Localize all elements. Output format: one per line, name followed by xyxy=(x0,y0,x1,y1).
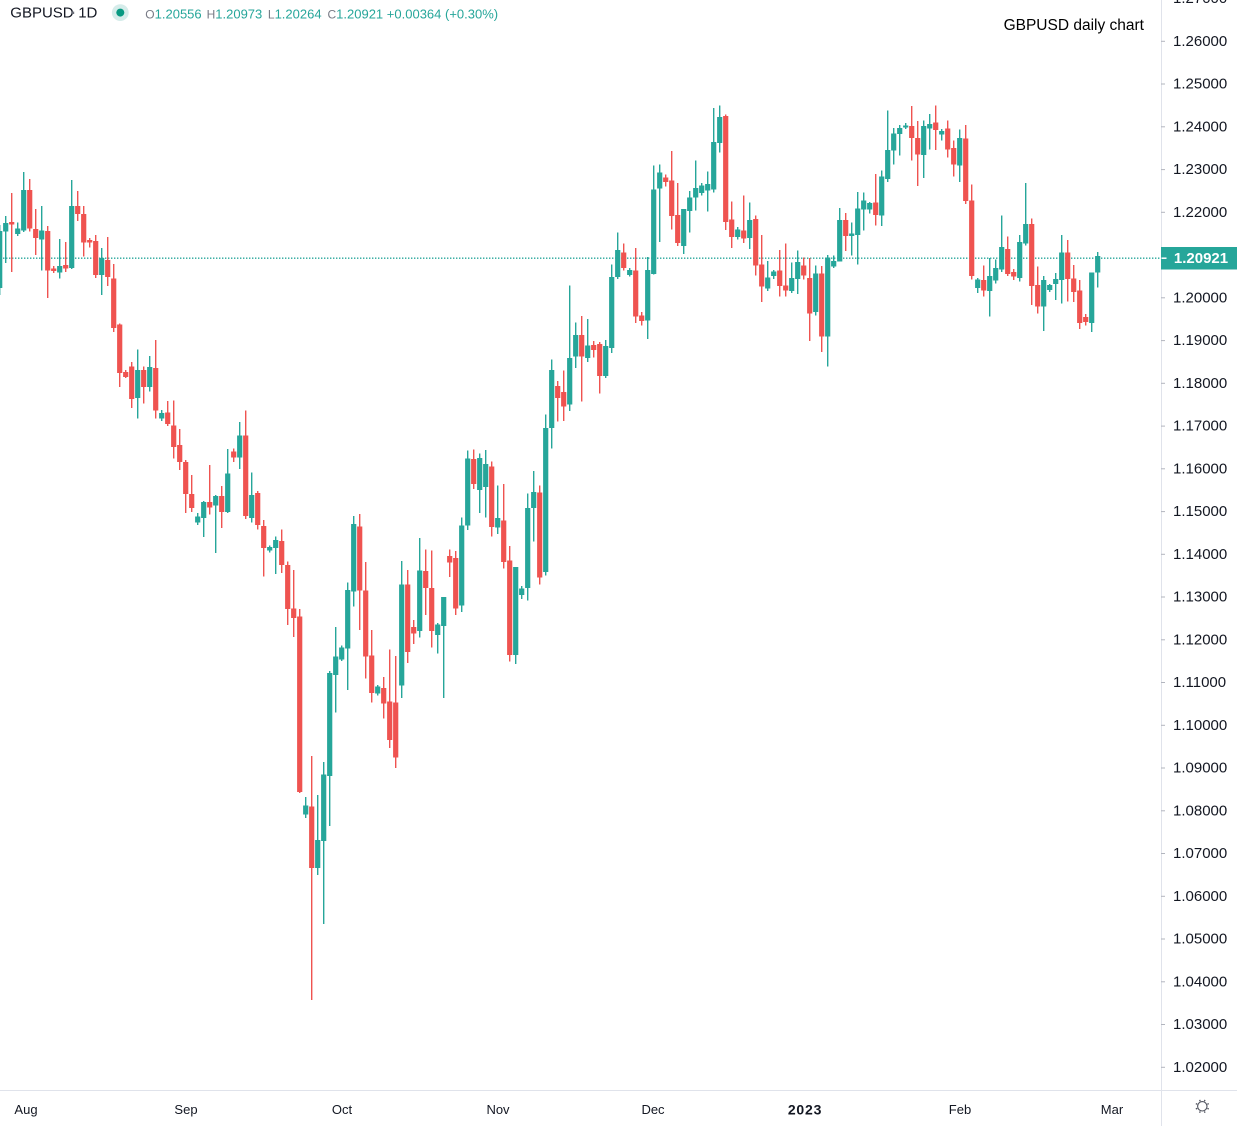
svg-text:1.26000: 1.26000 xyxy=(1173,33,1227,50)
svg-text:Oct: Oct xyxy=(332,1102,353,1117)
svg-text:1.09000: 1.09000 xyxy=(1173,760,1227,777)
svg-text:1.03000: 1.03000 xyxy=(1173,1016,1227,1033)
svg-text:Feb: Feb xyxy=(949,1102,971,1117)
svg-text:1.04000: 1.04000 xyxy=(1173,973,1227,990)
svg-text:1.19000: 1.19000 xyxy=(1173,332,1227,349)
svg-text:1.23000: 1.23000 xyxy=(1173,161,1227,178)
svg-text:2023: 2023 xyxy=(788,1102,822,1118)
svg-text:Nov: Nov xyxy=(486,1102,510,1117)
svg-text:1.12000: 1.12000 xyxy=(1173,631,1227,648)
svg-text:1.24000: 1.24000 xyxy=(1173,118,1227,135)
svg-text:1.02000: 1.02000 xyxy=(1173,1059,1227,1076)
svg-text:1.17000: 1.17000 xyxy=(1173,418,1227,435)
svg-text:1.15000: 1.15000 xyxy=(1173,503,1227,520)
svg-text:GBPUSD daily chart: GBPUSD daily chart xyxy=(1004,17,1145,34)
svg-text:1.25000: 1.25000 xyxy=(1173,76,1227,93)
svg-text:Dec: Dec xyxy=(641,1102,665,1117)
svg-text:1.22000: 1.22000 xyxy=(1173,204,1227,221)
svg-text:1.13000: 1.13000 xyxy=(1173,589,1227,606)
svg-text:Aug: Aug xyxy=(14,1102,37,1117)
svg-text:1.14000: 1.14000 xyxy=(1173,546,1227,563)
svg-text:1.27000: 1.27000 xyxy=(1173,0,1227,7)
svg-text:1.16000: 1.16000 xyxy=(1173,460,1227,477)
svg-text:1.07000: 1.07000 xyxy=(1173,845,1227,862)
svg-text:1.11000: 1.11000 xyxy=(1173,674,1226,691)
svg-text:Sep: Sep xyxy=(174,1102,197,1117)
svg-text:1.20921: 1.20921 xyxy=(1174,250,1228,267)
svg-text:1.20000: 1.20000 xyxy=(1173,289,1227,306)
svg-text:1.05000: 1.05000 xyxy=(1173,931,1227,948)
svg-text:1.08000: 1.08000 xyxy=(1173,802,1227,819)
svg-text:Mar: Mar xyxy=(1101,1102,1124,1117)
svg-text:1.10000: 1.10000 xyxy=(1173,717,1227,734)
svg-text:1.06000: 1.06000 xyxy=(1173,888,1227,905)
svg-text:1.18000: 1.18000 xyxy=(1173,375,1227,392)
